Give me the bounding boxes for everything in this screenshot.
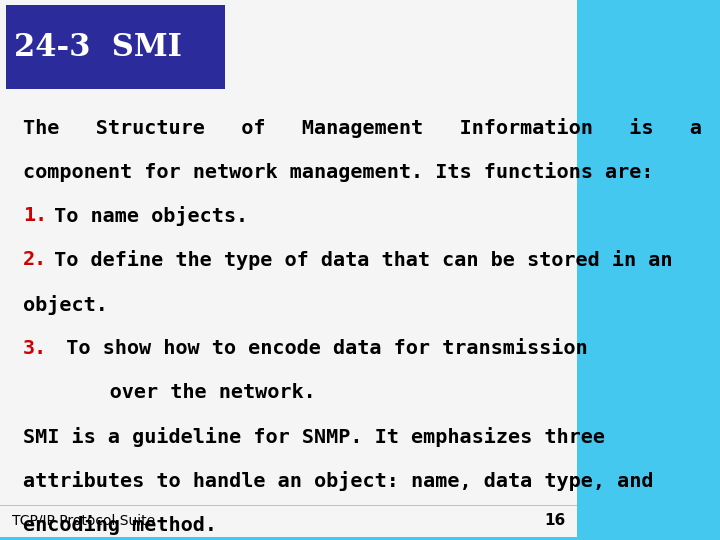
Text: SMI is a guideline for SNMP. It emphasizes three: SMI is a guideline for SNMP. It emphasiz… (23, 427, 605, 447)
Text: attributes to handle an object: name, data type, and: attributes to handle an object: name, da… (23, 471, 654, 491)
Text: 16: 16 (544, 513, 565, 528)
FancyBboxPatch shape (0, 97, 577, 508)
Text: 2.: 2. (23, 251, 48, 269)
FancyBboxPatch shape (6, 5, 225, 89)
FancyBboxPatch shape (0, 0, 577, 537)
Text: over the network.: over the network. (49, 383, 316, 402)
Text: 3.: 3. (23, 339, 48, 357)
Text: To define the type of data that can be stored in an: To define the type of data that can be s… (42, 251, 673, 271)
Text: TCP/IP Protocol Suite: TCP/IP Protocol Suite (12, 514, 155, 528)
Text: 24-3  SMI: 24-3 SMI (14, 31, 182, 63)
Text: component for network management. Its functions are:: component for network management. Its fu… (23, 163, 654, 183)
Text: object.: object. (23, 294, 108, 314)
Text: 1.: 1. (23, 206, 48, 225)
Text: The   Structure   of   Management   Information   is   a: The Structure of Management Information … (23, 118, 702, 138)
Text: encoding method.: encoding method. (23, 515, 217, 535)
Text: To show how to encode data for transmission: To show how to encode data for transmiss… (42, 339, 588, 357)
Text: To name objects.: To name objects. (42, 206, 248, 226)
